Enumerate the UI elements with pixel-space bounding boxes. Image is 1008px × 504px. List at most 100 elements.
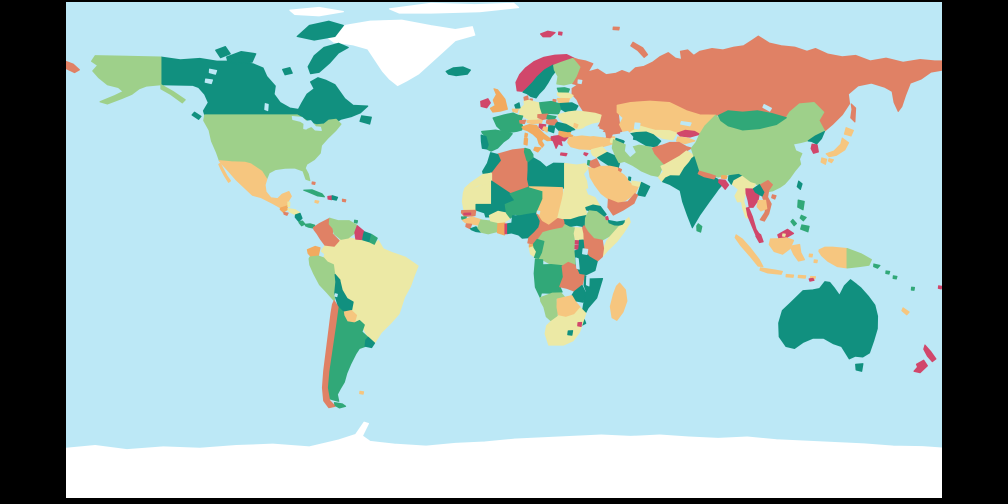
region-qatar bbox=[628, 176, 632, 182]
region-yemen bbox=[607, 193, 639, 216]
region-kaliningrad bbox=[552, 98, 557, 103]
arctic-ice bbox=[289, 6, 344, 17]
sea bbox=[620, 130, 636, 157]
region-maluku-2 bbox=[813, 259, 818, 264]
region-hainan bbox=[771, 194, 777, 200]
region-solomon-2 bbox=[892, 275, 898, 280]
world-map-svg bbox=[66, 2, 942, 498]
region-poland bbox=[538, 100, 562, 115]
region-tunisia bbox=[523, 147, 534, 163]
region-mongolia bbox=[717, 110, 787, 131]
region-venezuela bbox=[328, 217, 358, 240]
lake bbox=[208, 68, 218, 75]
region-iceland bbox=[445, 66, 471, 77]
region-netherlands bbox=[514, 102, 521, 109]
region-iraq bbox=[597, 151, 621, 168]
region-ghana bbox=[496, 221, 506, 236]
region-new-britain bbox=[873, 263, 881, 269]
region-ireland bbox=[480, 98, 491, 109]
sea bbox=[570, 128, 607, 138]
region-mexico bbox=[218, 160, 292, 209]
region-cambodia bbox=[756, 199, 768, 212]
region-svalbard bbox=[539, 30, 556, 38]
region-baffin-island bbox=[307, 42, 349, 75]
region-antarctica bbox=[66, 421, 942, 498]
region-alaska bbox=[91, 55, 162, 105]
region-oman bbox=[637, 181, 651, 197]
region-australia bbox=[778, 279, 879, 360]
region-maluku-1 bbox=[808, 253, 814, 258]
region-svalbard-e bbox=[557, 31, 563, 36]
region-greenland bbox=[325, 19, 476, 87]
region-haiti bbox=[327, 195, 333, 201]
region-south-africa bbox=[544, 307, 587, 346]
lake bbox=[204, 78, 214, 85]
region-indonesia-java bbox=[759, 267, 783, 275]
region-solomon-1 bbox=[885, 270, 891, 275]
lake bbox=[575, 257, 580, 270]
region-angola bbox=[533, 258, 564, 299]
lake bbox=[680, 120, 692, 127]
region-philippines-visayas bbox=[799, 214, 807, 222]
region-congo bbox=[532, 238, 545, 259]
region-ellesmere-island bbox=[296, 20, 344, 41]
lake bbox=[303, 120, 308, 130]
region-indonesia-papua bbox=[818, 246, 848, 269]
region-ukraine bbox=[557, 110, 602, 130]
region-puerto-rico bbox=[341, 198, 347, 203]
region-turkey bbox=[567, 135, 616, 151]
world-map-image bbox=[66, 2, 942, 498]
region-lesotho bbox=[567, 330, 574, 336]
region-switzerland bbox=[519, 119, 527, 125]
region-malaysia-peninsula bbox=[755, 231, 764, 244]
region-austria bbox=[526, 118, 544, 125]
region-uganda bbox=[572, 227, 584, 241]
region-burundi bbox=[573, 244, 580, 251]
region-eswatini bbox=[577, 321, 583, 327]
region-iran bbox=[611, 139, 664, 178]
region-jamaica bbox=[314, 200, 320, 204]
region-finland bbox=[553, 57, 581, 86]
region-falklands bbox=[359, 390, 365, 395]
region-estonia bbox=[556, 87, 571, 94]
region-belize bbox=[287, 201, 291, 208]
region-el-salvador bbox=[283, 211, 289, 216]
region-japan-kyushu bbox=[820, 157, 828, 165]
region-costa-rica bbox=[298, 220, 306, 227]
lake bbox=[536, 210, 541, 215]
region-nepal bbox=[697, 170, 717, 180]
region-indonesia-kalimantan bbox=[768, 237, 795, 255]
region-alaska-panhandle bbox=[160, 84, 186, 104]
region-east-timor bbox=[808, 277, 815, 282]
region-sardinia bbox=[523, 137, 529, 146]
lake bbox=[585, 276, 590, 287]
region-victoria-island bbox=[226, 50, 257, 65]
arctic-ice bbox=[389, 2, 520, 14]
region-cuba bbox=[303, 189, 325, 198]
region-sicily bbox=[533, 146, 542, 153]
region-rwanda bbox=[573, 240, 580, 245]
region-guatemala bbox=[279, 205, 288, 213]
region-indonesia-sumatra bbox=[734, 234, 764, 268]
region-cyprus bbox=[583, 152, 589, 157]
region-japan-hokkaido bbox=[843, 127, 854, 137]
region-sakhalin bbox=[850, 103, 857, 123]
region-tasmania bbox=[855, 363, 864, 372]
region-latvia bbox=[556, 92, 574, 99]
region-saudi-arabia bbox=[588, 165, 640, 206]
region-italy bbox=[521, 124, 552, 148]
region-brunei bbox=[782, 233, 786, 237]
region-bulgaria bbox=[558, 130, 575, 138]
region-novaya-zemlya bbox=[630, 41, 649, 59]
region-uruguay bbox=[364, 336, 376, 349]
region-indonesia-sulawesi bbox=[790, 243, 806, 262]
region-dominican-republic bbox=[331, 195, 339, 201]
region-guyana bbox=[354, 225, 365, 241]
lake bbox=[334, 293, 338, 298]
region-newfoundland bbox=[359, 115, 372, 125]
region-philippines-mindanao bbox=[800, 224, 810, 233]
region-serbia bbox=[547, 125, 556, 134]
lake bbox=[582, 248, 589, 256]
region-philippines-luzon bbox=[797, 199, 805, 211]
region-japan-honshu bbox=[825, 137, 850, 158]
